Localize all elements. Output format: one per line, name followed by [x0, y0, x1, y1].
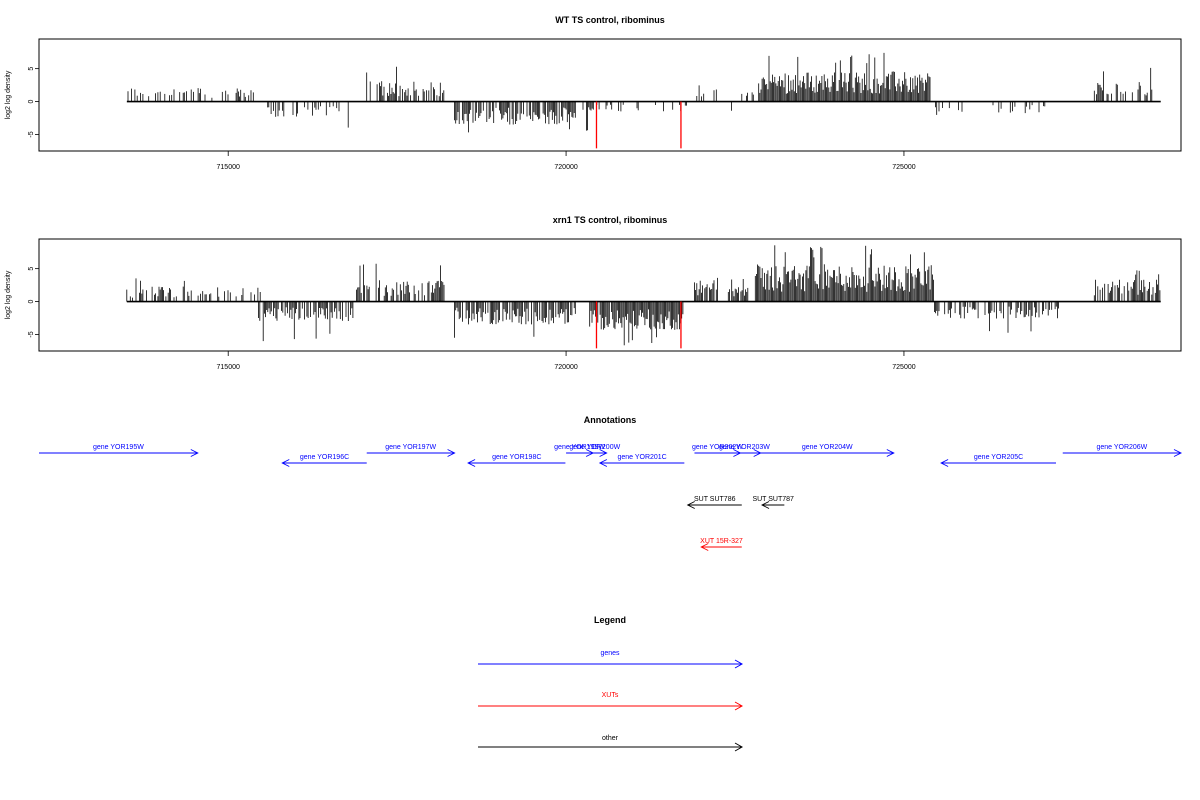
- feature-arrowhead: [467, 459, 476, 467]
- xrn1-bars: [126, 245, 1161, 346]
- x-tick-label: 720000: [554, 164, 577, 171]
- y-tick-label: -5: [28, 131, 35, 137]
- feature-label: gene YOR195W: [93, 444, 144, 451]
- feature-label: gene YOR197W: [385, 444, 436, 451]
- legend-label-genes: genes: [600, 650, 620, 657]
- feature-arrowhead: [190, 449, 199, 457]
- feature-label: gene YOR198C: [492, 454, 541, 461]
- y-tick-label: 0: [28, 300, 35, 304]
- wt-y-axis-label: log2 log density: [5, 70, 12, 119]
- y-tick-label: -5: [28, 331, 35, 337]
- feature-label: gene YOR201C: [617, 454, 666, 461]
- feature-arrowhead: [686, 501, 695, 509]
- feature-label: gene YOR200W: [569, 444, 620, 451]
- legend-item-xuts: XUTs: [478, 692, 744, 711]
- legend-arrowhead-other: [734, 742, 744, 752]
- x-tick-label: 725000: [892, 364, 915, 371]
- y-tick-label: 5: [28, 67, 35, 71]
- annotations-title: Annotations: [584, 415, 637, 425]
- feature-label: gene YOR205C: [974, 454, 1023, 461]
- legend-arrowhead-xuts: [734, 701, 744, 711]
- feature-arrowhead: [761, 501, 770, 509]
- feature-arrowhead: [281, 459, 290, 467]
- feature-arrowhead: [700, 543, 709, 551]
- feature-label: gene YOR196C: [300, 454, 349, 461]
- x-tick-label: 715000: [217, 364, 240, 371]
- feature-arrowhead: [940, 459, 949, 467]
- feature-label: gene YOR203W: [719, 444, 770, 451]
- feature-arrowhead: [886, 449, 895, 457]
- xrn1-panel-title: xrn1 TS control, ribominus: [553, 215, 668, 225]
- legend-item-other: other: [478, 735, 744, 752]
- legend-title: Legend: [594, 615, 626, 625]
- x-tick-label: 720000: [554, 364, 577, 371]
- x-tick-label: 715000: [217, 164, 240, 171]
- xrn1-y-axis-label: log2 log density: [5, 270, 12, 319]
- y-tick-label: 5: [28, 267, 35, 271]
- xrn1-coverage-panel: xrn1 TS control, ribominus log2 log dens…: [5, 215, 1182, 371]
- feature-arrowhead: [447, 449, 456, 457]
- wt-plot-frame: [38, 38, 1182, 152]
- y-tick-label: 0: [28, 100, 35, 104]
- wt-coverage-panel: WT TS control, ribominus log2 log densit…: [5, 15, 1182, 171]
- wt-bars: [127, 52, 1153, 133]
- xrn1-plot-frame: [38, 238, 1182, 352]
- legend-arrowhead-genes: [734, 659, 744, 669]
- x-tick-label: 725000: [892, 164, 915, 171]
- feature-arrowhead: [599, 449, 608, 457]
- feature-label: gene YOR206W: [1096, 444, 1147, 451]
- legend-item-genes: genes: [478, 650, 744, 669]
- legend-label-other: other: [602, 735, 619, 742]
- legend: Legend genes XUTs other: [478, 615, 744, 752]
- wt-axes: -5 0 5 715000 720000 725000: [28, 67, 1161, 171]
- feature-label: XUT 15R-327: [700, 538, 743, 545]
- feature-label: gene YOR199W: [554, 444, 605, 451]
- feature-label: gene YOR204W: [802, 444, 853, 451]
- legend-label-xuts: XUTs: [602, 692, 619, 699]
- feature-arrowhead: [1173, 449, 1183, 457]
- feature-arrowhead: [598, 459, 608, 467]
- xrn1-axes: -5 0 5 715000 720000 725000: [28, 267, 1161, 371]
- feature-label: gene YOR202W: [692, 444, 743, 451]
- wt-panel-title: WT TS control, ribominus: [555, 15, 665, 25]
- feature-label: SUT SUT786: [694, 496, 736, 503]
- annotation-features: gene YOR195W gene YOR196C gene YOR197W gene…: [39, 444, 1183, 551]
- feature-label: SUT SUT787: [752, 496, 794, 503]
